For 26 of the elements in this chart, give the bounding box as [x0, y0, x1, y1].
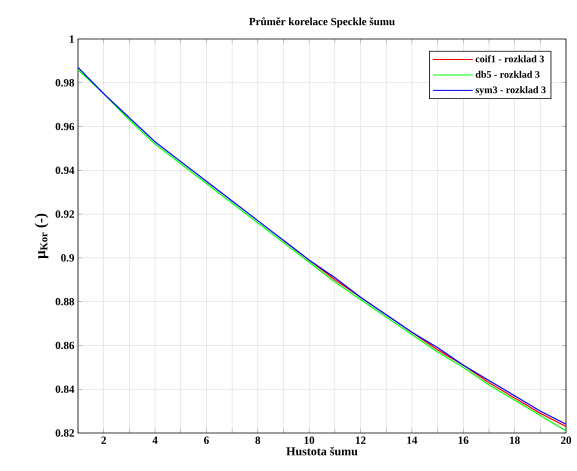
legend-label: db5 - rozklad 3 [476, 70, 540, 78]
y-tick-label: 0.96 [56, 122, 74, 130]
y-tick-label: 0.92 [56, 210, 74, 218]
legend-label: sym3 - rozklad 3 [476, 86, 546, 96]
y-tick-label: 0.88 [56, 298, 74, 306]
x-tick-label: 20 [560, 436, 572, 444]
x-tick-label: 14 [407, 436, 418, 444]
y-tick-label: 1 [70, 35, 74, 43]
y-tick-label: 0.98 [56, 79, 74, 87]
x-tick-label: 12 [356, 436, 366, 444]
y-tick-label: 0.82 [56, 429, 74, 437]
x-tick-label: 6 [204, 436, 209, 444]
x-tick-label: 2 [101, 436, 106, 444]
x-tick-label: 10 [304, 436, 314, 444]
y-tick-label: 0.86 [56, 342, 74, 350]
legend-label: coif1 - rozklad 3 [476, 55, 544, 62]
x-tick-label: 18 [510, 436, 520, 444]
y-tick-label: 0.94 [56, 166, 74, 174]
y-tick-label: 0.84 [56, 385, 74, 393]
x-axis-title: Hustota šumu [286, 446, 358, 456]
y-axis-title: μ$_{Kor}$ (-) [34, 214, 48, 259]
x-tick-label: 4 [152, 436, 158, 444]
x-tick-label: 8 [255, 436, 260, 444]
y-tick-label: 0.9 [61, 254, 74, 262]
x-tick-label: 16 [458, 436, 468, 444]
chart-title: Průměr korelace Speckle šumu [249, 17, 395, 28]
